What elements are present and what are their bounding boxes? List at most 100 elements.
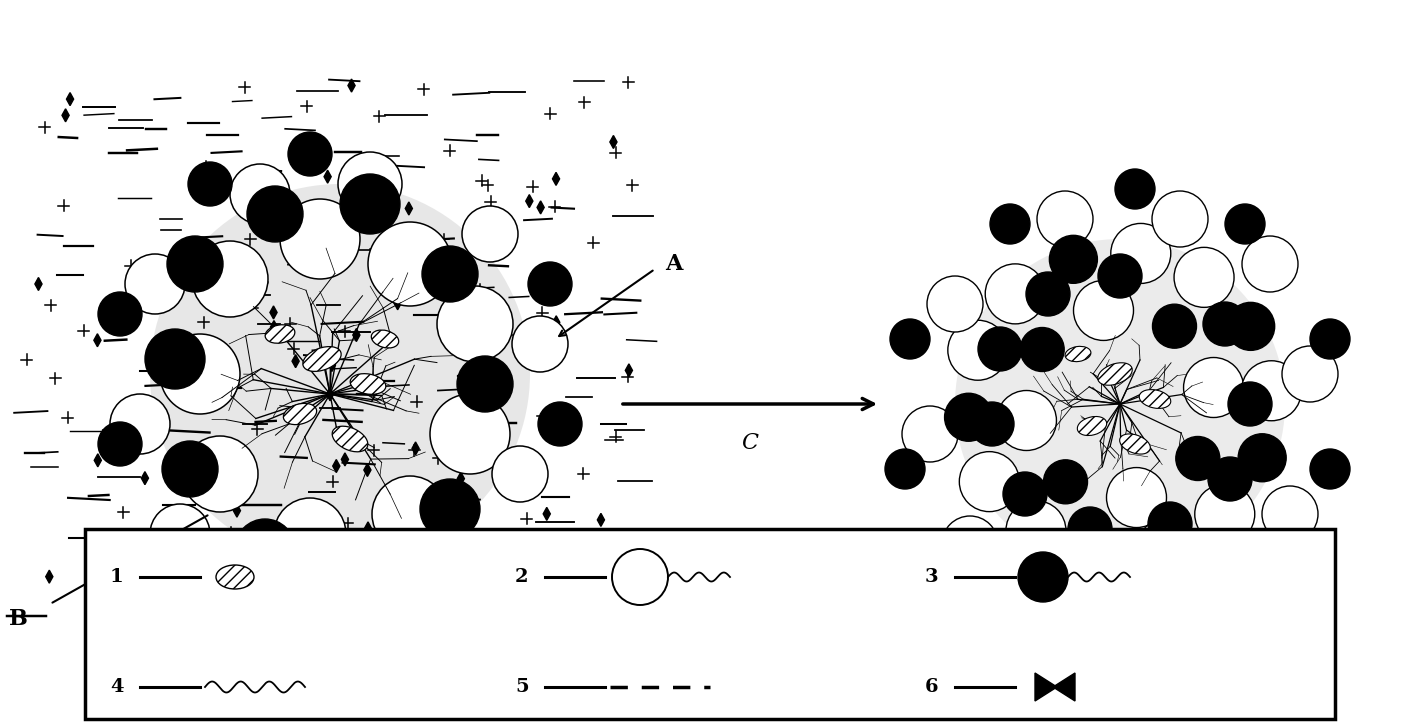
Circle shape — [1209, 457, 1252, 501]
Polygon shape — [526, 195, 533, 208]
Polygon shape — [290, 626, 297, 639]
Circle shape — [1176, 437, 1220, 481]
Polygon shape — [293, 355, 300, 368]
Polygon shape — [425, 593, 432, 606]
Circle shape — [280, 199, 360, 279]
Circle shape — [1225, 204, 1265, 244]
Text: 3: 3 — [924, 568, 938, 586]
Circle shape — [1282, 346, 1338, 402]
Polygon shape — [364, 463, 371, 476]
Polygon shape — [598, 513, 605, 526]
Text: 5: 5 — [515, 678, 529, 696]
Circle shape — [1019, 552, 1068, 602]
Circle shape — [978, 327, 1021, 371]
Circle shape — [1050, 235, 1097, 283]
Circle shape — [422, 246, 478, 302]
Circle shape — [927, 276, 983, 332]
Circle shape — [1106, 468, 1166, 528]
Ellipse shape — [350, 374, 386, 395]
Ellipse shape — [303, 347, 340, 371]
Ellipse shape — [1065, 346, 1090, 362]
Circle shape — [145, 329, 205, 389]
Circle shape — [1075, 531, 1123, 578]
Circle shape — [98, 292, 142, 336]
Text: 4: 4 — [110, 678, 124, 696]
Polygon shape — [1036, 673, 1057, 701]
Circle shape — [438, 286, 514, 362]
Circle shape — [478, 552, 522, 596]
Polygon shape — [66, 93, 73, 106]
Circle shape — [991, 204, 1030, 244]
Circle shape — [612, 549, 668, 605]
Polygon shape — [326, 388, 333, 401]
Polygon shape — [62, 109, 69, 122]
Polygon shape — [172, 342, 179, 355]
Polygon shape — [301, 154, 308, 167]
Polygon shape — [256, 200, 263, 213]
Circle shape — [1195, 484, 1255, 544]
Circle shape — [158, 552, 203, 596]
Circle shape — [322, 566, 378, 622]
Circle shape — [461, 206, 518, 262]
Circle shape — [891, 319, 930, 359]
Polygon shape — [364, 522, 371, 535]
Circle shape — [288, 132, 332, 176]
Circle shape — [985, 264, 1045, 324]
Text: 2: 2 — [515, 568, 529, 586]
Circle shape — [1130, 599, 1171, 639]
Polygon shape — [553, 172, 560, 185]
Circle shape — [969, 402, 1014, 446]
Polygon shape — [270, 306, 277, 319]
Circle shape — [125, 254, 184, 314]
Polygon shape — [553, 316, 560, 329]
Polygon shape — [35, 277, 42, 290]
Circle shape — [975, 564, 1014, 604]
Polygon shape — [394, 297, 401, 310]
Circle shape — [1152, 191, 1209, 247]
Circle shape — [338, 541, 393, 597]
Circle shape — [182, 436, 257, 512]
Polygon shape — [623, 552, 630, 565]
Circle shape — [943, 516, 998, 572]
Polygon shape — [616, 607, 623, 620]
Polygon shape — [204, 629, 211, 642]
Circle shape — [1238, 434, 1286, 481]
Circle shape — [1068, 507, 1112, 551]
Circle shape — [167, 236, 222, 292]
Circle shape — [537, 402, 582, 446]
Polygon shape — [499, 303, 507, 316]
Polygon shape — [293, 646, 300, 659]
Circle shape — [528, 262, 573, 306]
Ellipse shape — [1078, 416, 1107, 436]
Polygon shape — [328, 358, 335, 371]
Polygon shape — [270, 321, 277, 334]
Circle shape — [1310, 449, 1349, 489]
Text: I: I — [335, 645, 346, 669]
Ellipse shape — [332, 426, 367, 452]
Circle shape — [357, 602, 402, 646]
FancyBboxPatch shape — [84, 529, 1335, 719]
Circle shape — [948, 320, 1007, 380]
Polygon shape — [94, 454, 101, 467]
Polygon shape — [625, 364, 633, 377]
Circle shape — [1026, 272, 1069, 316]
Circle shape — [1172, 551, 1228, 607]
Text: A: A — [666, 253, 682, 275]
Polygon shape — [274, 327, 281, 340]
Circle shape — [1227, 303, 1275, 350]
Polygon shape — [353, 329, 360, 342]
Circle shape — [1006, 500, 1067, 560]
Circle shape — [996, 390, 1057, 450]
Text: 6: 6 — [924, 678, 938, 696]
Circle shape — [1235, 559, 1275, 599]
Polygon shape — [234, 504, 241, 517]
Text: II: II — [1109, 645, 1131, 669]
Ellipse shape — [371, 330, 398, 348]
Circle shape — [1003, 472, 1047, 516]
Circle shape — [160, 334, 241, 414]
Polygon shape — [405, 202, 412, 215]
Circle shape — [274, 498, 346, 570]
Circle shape — [457, 356, 514, 412]
Circle shape — [944, 393, 992, 441]
Polygon shape — [457, 472, 464, 485]
